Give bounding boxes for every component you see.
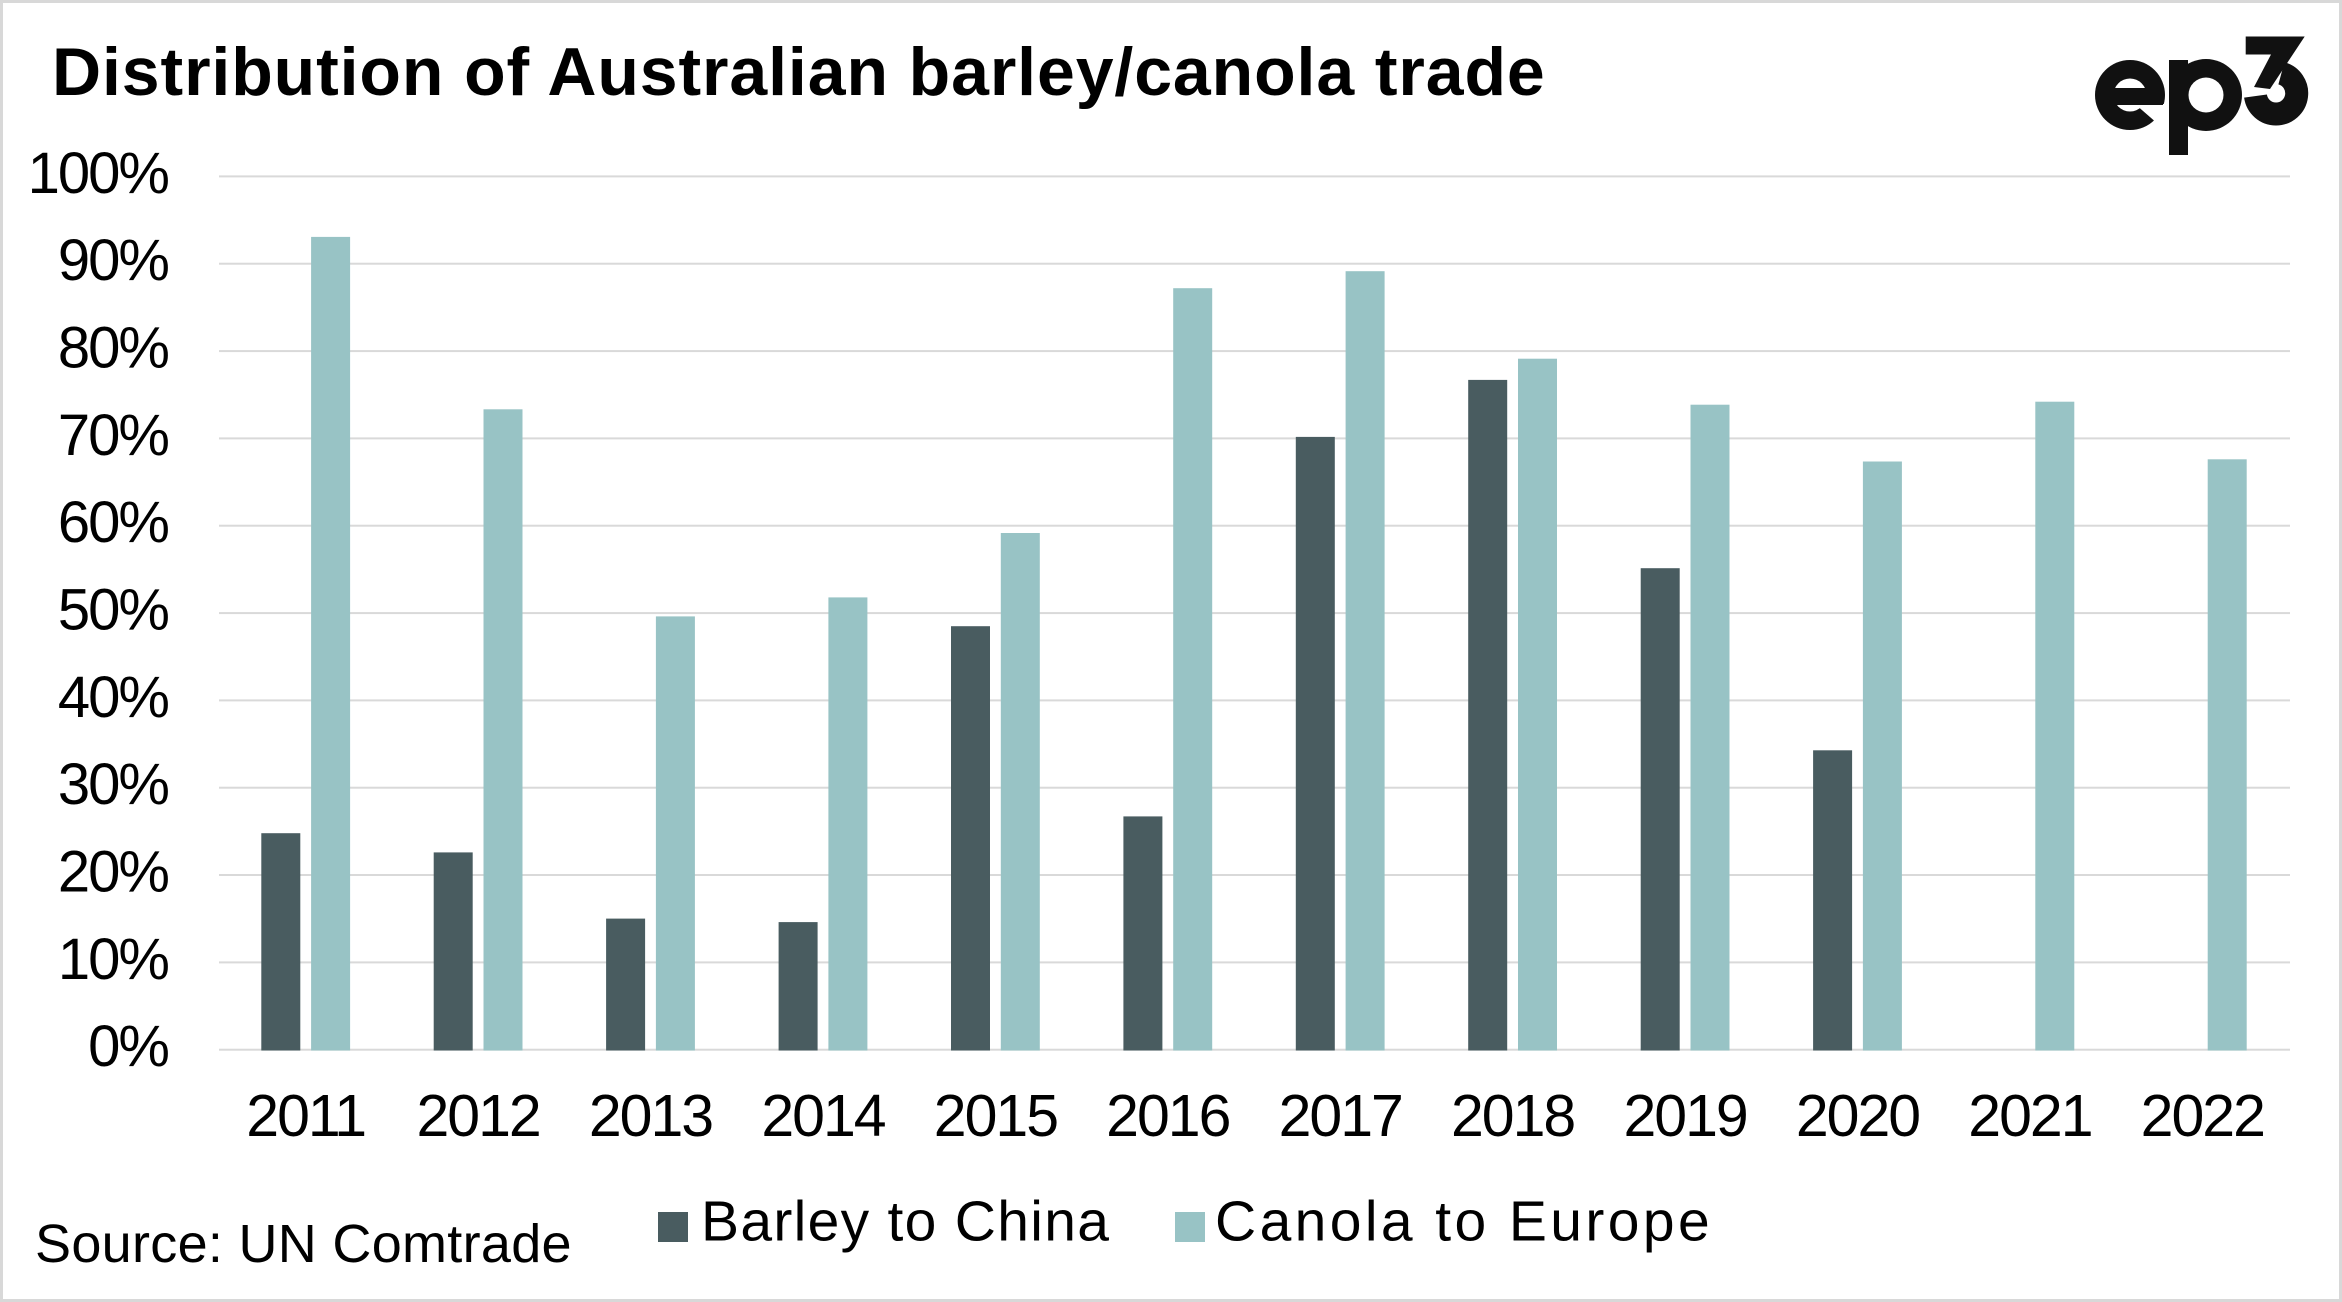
svg-text:Barley to China: Barley to China <box>701 1189 1110 1253</box>
svg-text:2013: 2013 <box>589 1083 712 1149</box>
svg-text:Source: UN Comtrade: Source: UN Comtrade <box>35 1214 572 1274</box>
svg-text:30%: 30% <box>58 752 169 817</box>
svg-text:10%: 10% <box>58 927 169 992</box>
svg-text:100%: 100% <box>28 141 169 206</box>
svg-text:60%: 60% <box>58 490 169 555</box>
svg-text:2018: 2018 <box>1451 1083 1574 1149</box>
svg-text:2015: 2015 <box>934 1083 1057 1149</box>
svg-text:2021: 2021 <box>1968 1083 2091 1149</box>
svg-text:2022: 2022 <box>2141 1083 2264 1149</box>
svg-text:2016: 2016 <box>1106 1083 1229 1149</box>
svg-text:20%: 20% <box>58 840 169 905</box>
svg-text:Canola to Europe: Canola to Europe <box>1215 1189 1713 1253</box>
svg-text:80%: 80% <box>58 316 169 381</box>
svg-text:2012: 2012 <box>416 1083 539 1149</box>
svg-text:50%: 50% <box>58 578 169 643</box>
svg-text:0%: 0% <box>88 1014 168 1079</box>
svg-text:2014: 2014 <box>761 1083 885 1149</box>
svg-text:40%: 40% <box>58 665 169 730</box>
svg-text:2017: 2017 <box>1279 1083 1402 1149</box>
svg-text:2019: 2019 <box>1623 1083 1746 1149</box>
svg-text:2011: 2011 <box>246 1083 365 1149</box>
svg-text:2020: 2020 <box>1796 1083 1919 1149</box>
svg-text:70%: 70% <box>58 403 169 468</box>
svg-text:90%: 90% <box>58 228 169 293</box>
svg-text:Distribution of Australian bar: Distribution of Australian barley/canola… <box>52 34 1546 110</box>
